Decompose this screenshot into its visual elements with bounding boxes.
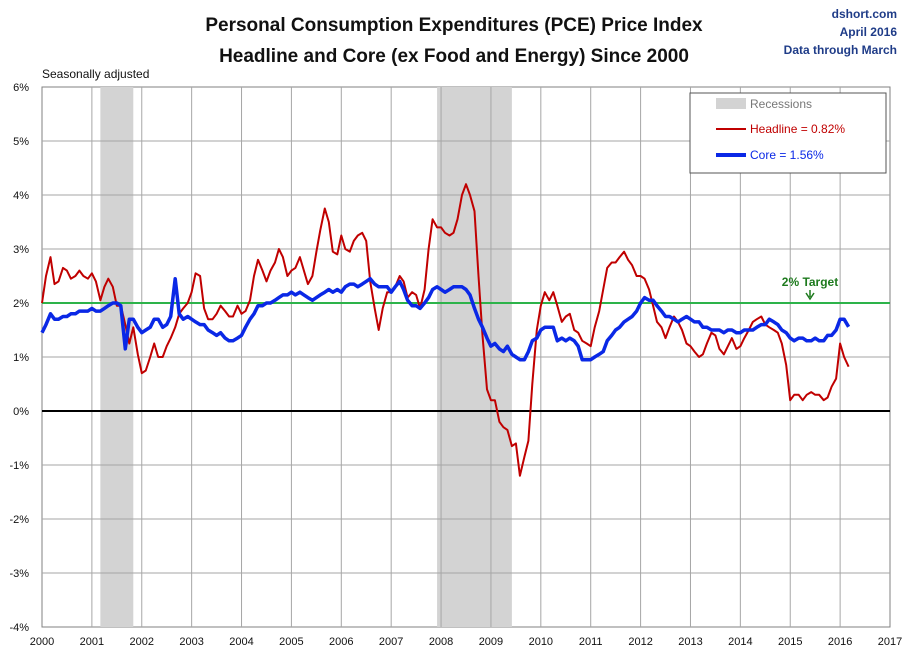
source-date: April 2016 [840, 25, 898, 39]
x-tick-label: 2009 [479, 636, 503, 648]
target-arrow-icon [805, 290, 815, 301]
x-tick-label: 2003 [179, 636, 203, 648]
tick-labels: 2000 2001 2002 2003 2004 2005 2006 2007 2008 2009… [9, 82, 902, 648]
legend-recession-swatch [716, 98, 746, 109]
gridlines [42, 87, 890, 627]
chart-title-line-1: Personal Consumption Expenditures (PCE) … [205, 15, 703, 36]
source-data-through: Data through March [784, 43, 897, 57]
y-tick-label: -4% [9, 622, 29, 634]
chart-title-line-2: Headline and Core (ex Food and Energy) S… [219, 46, 689, 67]
y-tick-label: 1% [13, 352, 29, 364]
x-tick-label: 2014 [728, 636, 752, 648]
y-tick-label: 4% [13, 190, 29, 202]
x-tick-label: 2012 [628, 636, 652, 648]
y-tick-label: -1% [9, 460, 29, 472]
x-tick-label: 2016 [828, 636, 852, 648]
x-tick-label: 2001 [80, 636, 104, 648]
x-tick-label: 2017 [878, 636, 902, 648]
x-tick-label: 2000 [30, 636, 54, 648]
legend-headline-label: Headline = 0.82% [750, 122, 845, 136]
x-tick-label: 2013 [678, 636, 702, 648]
y-tick-label: -2% [9, 514, 29, 526]
y-tick-label: 2% [13, 298, 29, 310]
x-tick-label: 2006 [329, 636, 353, 648]
x-tick-label: 2007 [379, 636, 403, 648]
x-tick-label: 2005 [279, 636, 303, 648]
seasonally-adjusted-note: Seasonally adjusted [42, 67, 149, 81]
x-tick-label: 2008 [429, 636, 453, 648]
core-series-line [40, 276, 851, 362]
data-series [40, 183, 851, 477]
source-site: dshort.com [832, 7, 897, 21]
reference-lines [42, 302, 890, 412]
y-tick-label: 6% [13, 82, 29, 94]
x-tick-label: 2010 [529, 636, 553, 648]
x-tick-label: 2015 [778, 636, 802, 648]
y-tick-label: 5% [13, 136, 29, 148]
y-tick-label: -3% [9, 568, 29, 580]
x-tick-label: 2011 [579, 636, 603, 648]
target-label: 2% Target [782, 275, 838, 289]
y-tick-label: 3% [13, 244, 29, 256]
legend-recessions-label: Recessions [750, 97, 812, 111]
legend-core-label: Core = 1.56% [750, 148, 824, 162]
legend: Recessions Headline = 0.82% Core = 1.56% [689, 92, 887, 174]
headline-series-line [41, 183, 850, 477]
x-tick-label: 2004 [229, 636, 253, 648]
x-tick-label: 2002 [130, 636, 154, 648]
y-tick-label: 0% [13, 406, 29, 418]
